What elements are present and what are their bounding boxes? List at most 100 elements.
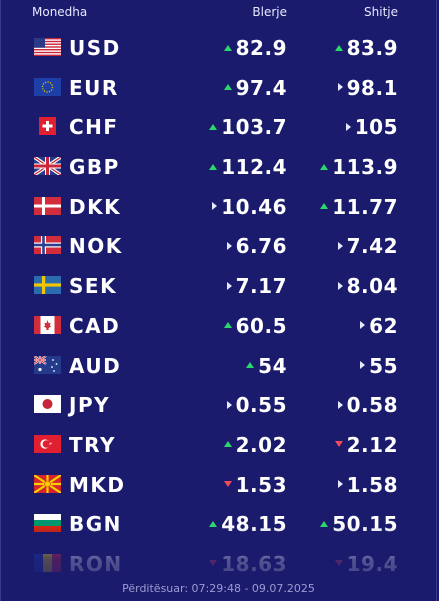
buy-rate: 18.63 (209, 552, 287, 576)
header-sell: Shitje (364, 5, 398, 19)
buy-rate: 48.15 (209, 512, 287, 536)
buy-rate: 54 (246, 354, 287, 378)
buy-value: 48.15 (221, 512, 287, 537)
trend-up-icon (209, 163, 218, 170)
trend-same-icon (337, 83, 343, 92)
sell-value: 1.58 (346, 472, 398, 497)
header-currency: Monedha (32, 5, 88, 19)
sell-value: 83.9 (346, 36, 398, 60)
trend-up-icon (320, 203, 329, 210)
buy-value: 60.5 (235, 313, 287, 338)
currency-code: USD (69, 36, 121, 60)
sell-rate: 7.42 (337, 234, 398, 259)
gb-flag-icon (34, 157, 61, 176)
last-updated: Përditësuar: 07:29:48 - 09.07.2025 (122, 582, 315, 595)
buy-rate: 7.17 (226, 274, 287, 299)
currency-code: AUD (69, 353, 122, 378)
buy-value: 6.76 (235, 234, 287, 259)
trend-up-icon (334, 44, 343, 51)
buy-value: 7.17 (235, 274, 287, 299)
currency-code: NOK (69, 234, 123, 259)
buy-value: 103.7 (221, 115, 287, 140)
buy-rate: 97.4 (223, 75, 287, 100)
dk-flag-icon (34, 196, 61, 215)
sell-value: 105 (354, 115, 398, 140)
jp-flag-icon (34, 395, 61, 414)
trend-same-icon (226, 400, 232, 409)
currency-row-sek: SEK 7.17 8.04 (1, 266, 436, 306)
buy-value: 97.4 (235, 75, 287, 100)
buy-rate: 10.46 (212, 195, 287, 219)
buy-rate: 112.4 (209, 155, 287, 179)
currency-code: MKD (69, 472, 126, 497)
currency-row-eur: EUR 97.4 98.1 (1, 68, 436, 108)
trend-down-icon (209, 560, 218, 567)
sell-rate: 105 (345, 115, 398, 140)
trend-same-icon (337, 241, 343, 250)
currency-code: CHF (69, 115, 119, 140)
header-buy: Blerje (252, 5, 287, 19)
sell-value: 7.42 (346, 234, 398, 259)
trend-same-icon (360, 361, 366, 369)
buy-rate: 1.53 (223, 472, 287, 497)
currency-row-try: TRY 2.02 2.12 (1, 425, 436, 465)
eu-flag-icon (34, 77, 61, 96)
trend-up-icon (209, 520, 218, 527)
bg-flag-icon (34, 514, 61, 533)
currency-row-usd: USD 82.9 83.9 (1, 28, 436, 68)
sell-value: 62 (369, 313, 398, 338)
trend-same-icon (212, 202, 218, 211)
buy-value: 54 (258, 353, 287, 378)
buy-value: 2.02 (235, 432, 287, 457)
trend-up-icon (223, 322, 232, 329)
sell-rate: 8.04 (337, 274, 398, 299)
sell-value: 11.77 (332, 194, 398, 219)
sell-rate: 83.9 (334, 36, 398, 60)
trend-up-icon (223, 84, 232, 91)
buy-value: 1.53 (235, 472, 287, 497)
mk-flag-icon (34, 474, 61, 493)
sell-value: 0.58 (346, 393, 398, 418)
au-flag-icon (34, 355, 61, 374)
sell-rate: 50.15 (320, 512, 398, 536)
trend-same-icon (360, 321, 366, 330)
table-header: Monedha Blerje Shitje (1, 5, 436, 21)
trend-same-icon (226, 281, 232, 290)
buy-rate: 103.7 (209, 115, 287, 139)
buy-value: 10.46 (221, 194, 287, 219)
currency-row-mkd: MKD 1.53 1.58 (1, 465, 436, 505)
currency-row-bgn: BGN 48.15 50.15 (1, 504, 436, 544)
sell-rate: 19.4 (334, 551, 398, 576)
trend-up-icon (209, 123, 218, 130)
buy-rate: 2.02 (223, 432, 287, 457)
currency-code: DKK (69, 194, 122, 219)
currency-code: BGN (69, 512, 122, 537)
buy-value: 18.63 (221, 551, 287, 576)
currency-row-jpy: JPY 0.55 0.58 (1, 385, 436, 425)
ch-flag-icon (34, 117, 61, 136)
sell-value: 8.04 (346, 274, 398, 299)
currency-code: TRY (69, 432, 116, 457)
buy-value: 0.55 (235, 393, 287, 418)
currency-list: USD 82.9 83.9 EUR 97.4 98.1 CHF 103.7 105 GBP 112.… (1, 28, 436, 584)
sell-rate: 1.58 (337, 472, 398, 497)
buy-rate: 0.55 (226, 393, 287, 418)
trend-same-icon (337, 480, 343, 489)
trend-same-icon (337, 400, 343, 409)
currency-row-gbp: GBP 112.4 113.9 (1, 147, 436, 187)
currency-row-aud: AUD 54 55 (1, 346, 436, 386)
sell-rate: 2.12 (334, 433, 398, 457)
sell-rate: 113.9 (320, 155, 398, 179)
trend-up-icon (320, 163, 329, 170)
trend-up-icon (223, 44, 232, 51)
sell-rate: 62 (360, 314, 398, 338)
currency-row-chf: CHF 103.7 105 (1, 107, 436, 147)
trend-same-icon (226, 241, 232, 250)
sell-value: 19.4 (346, 551, 398, 576)
trend-up-icon (246, 362, 255, 368)
sell-rate: 98.1 (337, 76, 398, 100)
us-flag-icon (34, 38, 61, 56)
currency-code: CAD (69, 313, 121, 338)
ro-flag-icon (34, 553, 61, 572)
